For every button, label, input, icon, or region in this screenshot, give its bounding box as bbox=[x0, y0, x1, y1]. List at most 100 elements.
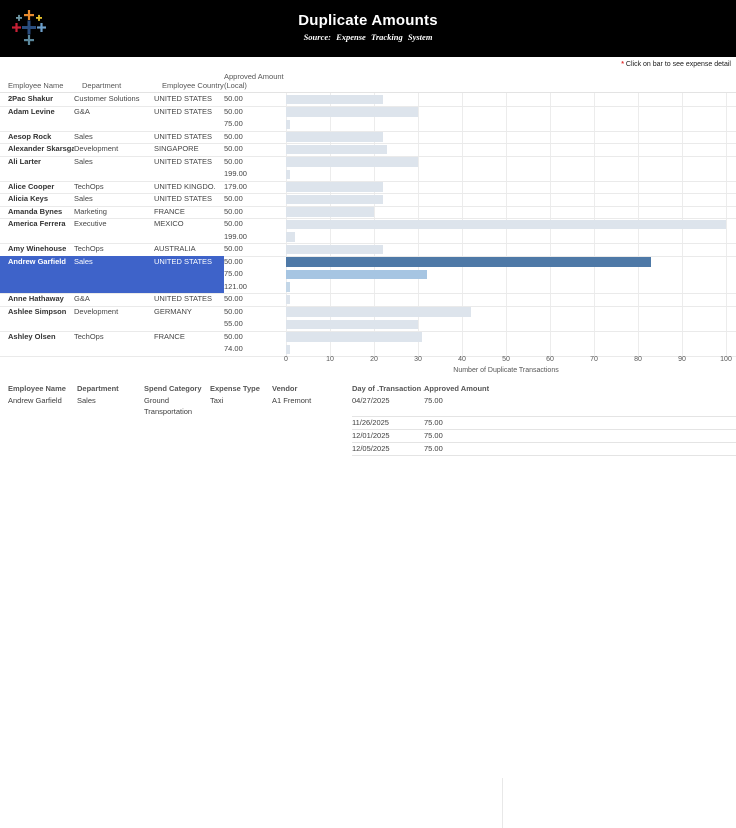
duplicate-count-bar[interactable] bbox=[286, 94, 383, 104]
duplicate-count-bar[interactable] bbox=[286, 307, 471, 317]
employee-name-cell[interactable]: Alicia Keys bbox=[8, 194, 49, 203]
department-cell[interactable]: TechOps bbox=[74, 331, 104, 341]
x-axis-tick-label: 60 bbox=[546, 356, 554, 363]
employee-country-cell[interactable]: UNITED STATES bbox=[154, 256, 213, 266]
duplicate-count-bar[interactable] bbox=[286, 132, 383, 142]
duplicate-count-bar[interactable] bbox=[286, 232, 295, 242]
approved-amount-cell[interactable]: 50.00 bbox=[224, 131, 243, 141]
duplicate-count-bar[interactable] bbox=[286, 194, 383, 204]
approved-amount-cell[interactable]: 50.00 bbox=[224, 106, 243, 116]
department-cell[interactable]: Sales bbox=[74, 194, 93, 203]
approved-amount-cell[interactable]: 75.00 bbox=[224, 119, 243, 128]
duplicate-count-bar[interactable] bbox=[286, 169, 291, 179]
department-cell[interactable]: Development bbox=[74, 306, 119, 316]
department-cell[interactable]: Sales bbox=[74, 256, 93, 266]
approved-amount-cell[interactable]: 199.00 bbox=[224, 231, 247, 241]
bar-track bbox=[286, 331, 736, 344]
employee-country-cell[interactable]: GERMANY bbox=[154, 306, 192, 316]
employee-name-cell[interactable]: Anne Hathaway bbox=[8, 294, 64, 303]
duplicate-count-bar[interactable] bbox=[286, 269, 427, 279]
employee-country-cell[interactable]: FRANCE bbox=[154, 206, 185, 216]
row-header[interactable]: Ashley Olsen TechOps FRANCE bbox=[0, 331, 224, 356]
employee-country-cell[interactable]: FRANCE bbox=[154, 331, 185, 341]
approved-amount-cell[interactable]: 50.00 bbox=[224, 206, 243, 216]
row-header[interactable]: Alicia Keys Sales UNITED STATES bbox=[0, 193, 224, 206]
row-header[interactable]: 2Pac Shakur Customer Solutions UNITED STAT… bbox=[0, 93, 224, 106]
approved-amount-cell[interactable]: 50.00 bbox=[224, 256, 243, 266]
row-header[interactable]: Ali Larter Sales UNITED STATES bbox=[0, 156, 224, 181]
duplicate-count-bar[interactable] bbox=[286, 344, 291, 354]
approved-amount-cell[interactable]: 50.00 bbox=[224, 244, 243, 253]
department-cell[interactable]: TechOps bbox=[74, 181, 104, 191]
department-cell[interactable]: Marketing bbox=[74, 206, 107, 216]
approved-amount-cell[interactable]: 179.00 bbox=[224, 181, 247, 191]
employee-country-cell[interactable]: UNITED KINGDO.. bbox=[154, 181, 216, 191]
approved-amount-cell[interactable]: 75.00 bbox=[224, 269, 243, 278]
department-cell[interactable]: Sales bbox=[74, 131, 93, 141]
approved-amount-cell[interactable]: 50.00 bbox=[224, 219, 243, 228]
employee-name-cell[interactable]: Amanda Bynes bbox=[8, 206, 63, 216]
row-header[interactable]: Alexander SkarsgardDevelopment SINGAPORE bbox=[0, 143, 224, 156]
employee-name-cell[interactable]: Ali Larter bbox=[8, 156, 41, 166]
approved-amount-cell[interactable]: 50.00 bbox=[224, 194, 243, 203]
employee-name-cell[interactable]: Ashlee Simpson bbox=[8, 306, 67, 316]
duplicate-count-bar[interactable] bbox=[286, 294, 291, 304]
employee-country-cell[interactable]: UNITED STATES bbox=[154, 156, 213, 166]
duplicate-count-bar[interactable] bbox=[286, 257, 652, 267]
approved-amount-cell[interactable]: 55.00 bbox=[224, 319, 243, 328]
employee-name-cell[interactable]: Adam Levine bbox=[8, 106, 55, 116]
approved-amount-cell[interactable]: 74.00 bbox=[224, 344, 243, 353]
approved-amount-cell[interactable]: 50.00 bbox=[224, 94, 243, 103]
employee-country-cell[interactable]: UNITED STATES bbox=[154, 131, 213, 141]
employee-name-cell[interactable]: Ashley Olsen bbox=[8, 331, 56, 341]
row-header[interactable]: Alice Cooper TechOps UNITED KINGDO.. bbox=[0, 181, 224, 194]
row-header[interactable]: America Ferrera Executive MEXICO bbox=[0, 218, 224, 243]
employee-name-cell[interactable]: America Ferrera bbox=[8, 219, 66, 228]
approved-amount-cell[interactable]: 50.00 bbox=[224, 156, 243, 166]
employee-country-cell[interactable]: UNITED STATES bbox=[154, 194, 213, 203]
duplicate-count-bar[interactable] bbox=[286, 319, 418, 329]
row-header[interactable]: Adam Levine G&A UNITED STATES bbox=[0, 106, 224, 131]
department-cell[interactable]: TechOps bbox=[74, 244, 104, 253]
approved-amount-cell[interactable]: 199.00 bbox=[224, 169, 247, 178]
duplicate-count-bar[interactable] bbox=[286, 207, 374, 217]
row-header[interactable]: Ashlee Simpson Development GERMANY bbox=[0, 306, 224, 331]
duplicate-count-bar[interactable] bbox=[286, 182, 383, 192]
duplicate-count-bar[interactable] bbox=[286, 119, 291, 129]
row-header[interactable]: Amy Winehouse TechOps AUSTRALIA bbox=[0, 243, 224, 256]
duplicate-count-bar[interactable] bbox=[286, 219, 726, 229]
employee-name-cell[interactable]: Aesop Rock bbox=[8, 131, 52, 141]
duplicate-count-bar[interactable] bbox=[286, 332, 423, 342]
employee-name-cell[interactable]: Andrew Garfield bbox=[8, 256, 66, 266]
row-header[interactable]: Aesop Rock Sales UNITED STATES bbox=[0, 131, 224, 144]
department-cell[interactable]: Executive bbox=[74, 219, 107, 228]
duplicate-count-bar[interactable] bbox=[286, 107, 418, 117]
row-header[interactable]: Amanda Bynes Marketing FRANCE bbox=[0, 206, 224, 219]
employee-country-cell[interactable]: SINGAPORE bbox=[154, 144, 199, 153]
duplicate-count-bar[interactable] bbox=[286, 157, 418, 167]
employee-country-cell[interactable]: UNITED STATES bbox=[154, 94, 213, 103]
approved-amount-cell[interactable]: 50.00 bbox=[224, 331, 243, 341]
department-cell[interactable]: Sales bbox=[74, 156, 93, 166]
department-cell[interactable]: Customer Solutions bbox=[74, 94, 140, 103]
employee-country-cell[interactable]: MEXICO bbox=[154, 219, 184, 228]
approved-amount-cell[interactable]: 50.00 bbox=[224, 306, 243, 316]
duplicate-count-bar[interactable] bbox=[286, 244, 383, 254]
employee-name-cell[interactable]: Amy Winehouse bbox=[8, 244, 67, 253]
department-cell[interactable]: Development bbox=[74, 144, 119, 153]
employee-name-cell[interactable]: 2Pac Shakur bbox=[8, 94, 54, 103]
row-header[interactable]: Anne Hathaway G&A UNITED STATES bbox=[0, 293, 224, 306]
employee-country-cell[interactable]: AUSTRALIA bbox=[154, 244, 196, 253]
department-cell[interactable]: G&A bbox=[74, 294, 90, 303]
employee-country-cell[interactable]: UNITED STATES bbox=[154, 106, 213, 116]
approved-amount-cell[interactable]: 50.00 bbox=[224, 294, 243, 303]
employee-name-cell[interactable]: Alice Cooper bbox=[8, 181, 55, 191]
duplicate-count-bar[interactable] bbox=[286, 282, 291, 292]
duplicate-count-bar[interactable] bbox=[286, 144, 388, 154]
approved-amount-cell[interactable]: 121.00 bbox=[224, 281, 247, 291]
employee-country-cell[interactable]: UNITED STATES bbox=[154, 294, 213, 303]
employee-name-cell[interactable]: Alexander Skarsgard bbox=[8, 144, 74, 153]
row-header[interactable]: Andrew Garfield Sales UNITED STATES bbox=[0, 255, 224, 293]
department-cell[interactable]: G&A bbox=[74, 106, 90, 116]
approved-amount-cell[interactable]: 50.00 bbox=[224, 144, 243, 153]
